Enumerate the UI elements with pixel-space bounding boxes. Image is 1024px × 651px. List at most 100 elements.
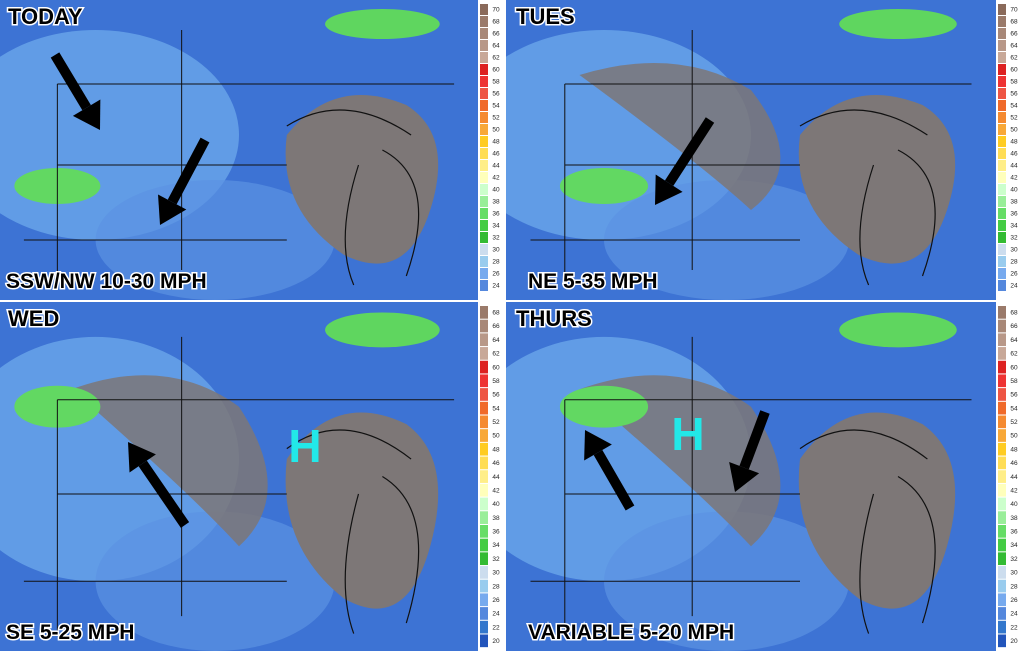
colorbar-cell xyxy=(998,52,1006,63)
colorbar-cell xyxy=(998,374,1006,388)
colorbar-label: 64 xyxy=(1010,337,1018,344)
colorbar-label: 24 xyxy=(492,611,500,618)
colorbar-cell xyxy=(480,268,488,279)
colorbar-label: 20 xyxy=(492,638,500,645)
wind-arrow-head xyxy=(729,462,760,492)
colorbar-cell xyxy=(480,483,488,497)
colorbar-label: 70 xyxy=(1010,7,1018,14)
colorbar-label: 48 xyxy=(492,139,500,146)
colorbar-label: 66 xyxy=(492,323,500,330)
colorbar-label: 44 xyxy=(492,474,500,481)
colorbar-cell xyxy=(998,196,1006,207)
colorbar-label: 30 xyxy=(492,247,500,254)
colorbar-cell xyxy=(480,579,488,593)
wind-arrow-head xyxy=(584,430,612,461)
colorbar-label: 46 xyxy=(492,460,500,467)
colorbar-label: 52 xyxy=(1010,419,1018,426)
colorbar-cell xyxy=(998,4,1006,15)
colorbar-cell xyxy=(998,40,1006,51)
colorbar-cell xyxy=(480,244,488,255)
wind-text: SE 5-25 MPH xyxy=(6,621,134,644)
colorbar-label: 42 xyxy=(492,487,500,494)
colorbar-cell xyxy=(480,184,488,195)
green-area xyxy=(325,9,440,39)
map-panel: TUES NE 5-35 MPH xyxy=(506,0,996,300)
wind-text: NE 5-35 MPH xyxy=(528,270,658,293)
panel-title: WED xyxy=(8,306,59,331)
colorbar-label: 40 xyxy=(1010,501,1018,508)
colorbar-cell xyxy=(998,112,1006,123)
colorbar-cell xyxy=(998,76,1006,87)
colorbar-cell xyxy=(480,552,488,566)
colorbar-cell xyxy=(480,76,488,87)
colorbar-cell xyxy=(480,208,488,219)
colorbar-label: 24 xyxy=(1010,611,1018,618)
colorbar-label: 54 xyxy=(1010,103,1018,110)
colorbar-label: 46 xyxy=(1010,151,1018,158)
colorbar-cell xyxy=(998,28,1006,39)
colorbar-label: 24 xyxy=(492,283,500,290)
colorbar-label: 62 xyxy=(492,351,500,358)
green-area xyxy=(325,312,440,348)
colorbar-label: 66 xyxy=(1010,323,1018,330)
colorbar-cell xyxy=(480,429,488,442)
colorbar-cell xyxy=(480,88,488,99)
colorbar-cell xyxy=(998,184,1006,195)
colorbar-label: 28 xyxy=(492,259,500,266)
colorbar-label: 40 xyxy=(1010,187,1018,194)
colorbar-cell xyxy=(480,100,488,111)
wind-arrow-shaft xyxy=(50,52,91,111)
colorbar-label: 40 xyxy=(492,187,500,194)
colorbar-label: 56 xyxy=(1010,392,1018,399)
colorbar-label: 68 xyxy=(1010,310,1018,317)
colorbar-cell xyxy=(998,88,1006,99)
colorbar-label: 42 xyxy=(1010,175,1018,182)
colorbar-label: 60 xyxy=(1010,67,1018,74)
colorbar-label: 36 xyxy=(1010,211,1018,218)
green-area xyxy=(839,9,957,39)
colorbar-cell xyxy=(998,124,1006,135)
colorbar-label: 60 xyxy=(492,67,500,74)
colorbar-cell xyxy=(480,538,488,552)
colorbar-cell xyxy=(998,524,1006,538)
colorbar-cell xyxy=(480,124,488,135)
colorbar-label: 62 xyxy=(492,55,500,62)
colorbar-label: 20 xyxy=(1010,638,1018,645)
colorbar-cell xyxy=(480,634,488,648)
colorbar-label: 46 xyxy=(492,151,500,158)
colorbar-cell xyxy=(998,256,1006,267)
colorbar-label: 68 xyxy=(492,310,500,317)
colorbar-cell xyxy=(998,401,1006,415)
gray-area xyxy=(798,412,956,609)
colorbar-label: 56 xyxy=(492,91,500,98)
colorbar-cell xyxy=(998,497,1006,511)
colorbar-label: 52 xyxy=(492,115,500,122)
colorbar-cell xyxy=(480,172,488,183)
gray-area xyxy=(285,412,439,609)
colorbar-cell xyxy=(998,244,1006,255)
panel-title: TODAY xyxy=(8,4,83,29)
colorbar-cell xyxy=(998,538,1006,552)
colorbar-cell xyxy=(998,593,1006,607)
colorbar-label: 38 xyxy=(492,515,500,522)
lake-outline xyxy=(286,109,420,286)
colorbar-label: 36 xyxy=(492,211,500,218)
colorbar-label: 44 xyxy=(1010,474,1018,481)
colorbar-cell xyxy=(480,52,488,63)
colorbar-label: 60 xyxy=(492,364,500,371)
colorbar-label: 60 xyxy=(1010,364,1018,371)
colorbar-cell xyxy=(998,552,1006,566)
colorbar-label: 28 xyxy=(492,583,500,590)
wind-arrow-shaft xyxy=(138,460,190,528)
colorbar-label: 68 xyxy=(1010,19,1018,26)
colorbar-cell xyxy=(480,607,488,620)
colorbar-label: 32 xyxy=(492,556,500,563)
colorbar-cell xyxy=(480,28,488,39)
gray-area xyxy=(579,63,781,210)
colorbar-label: 32 xyxy=(492,235,500,242)
colorbar-label: 50 xyxy=(1010,127,1018,134)
colorbar-label: 40 xyxy=(492,501,500,508)
colorbar-cell xyxy=(480,333,488,347)
colorbar-cell xyxy=(480,160,488,171)
colorbar-label: 46 xyxy=(1010,460,1018,467)
